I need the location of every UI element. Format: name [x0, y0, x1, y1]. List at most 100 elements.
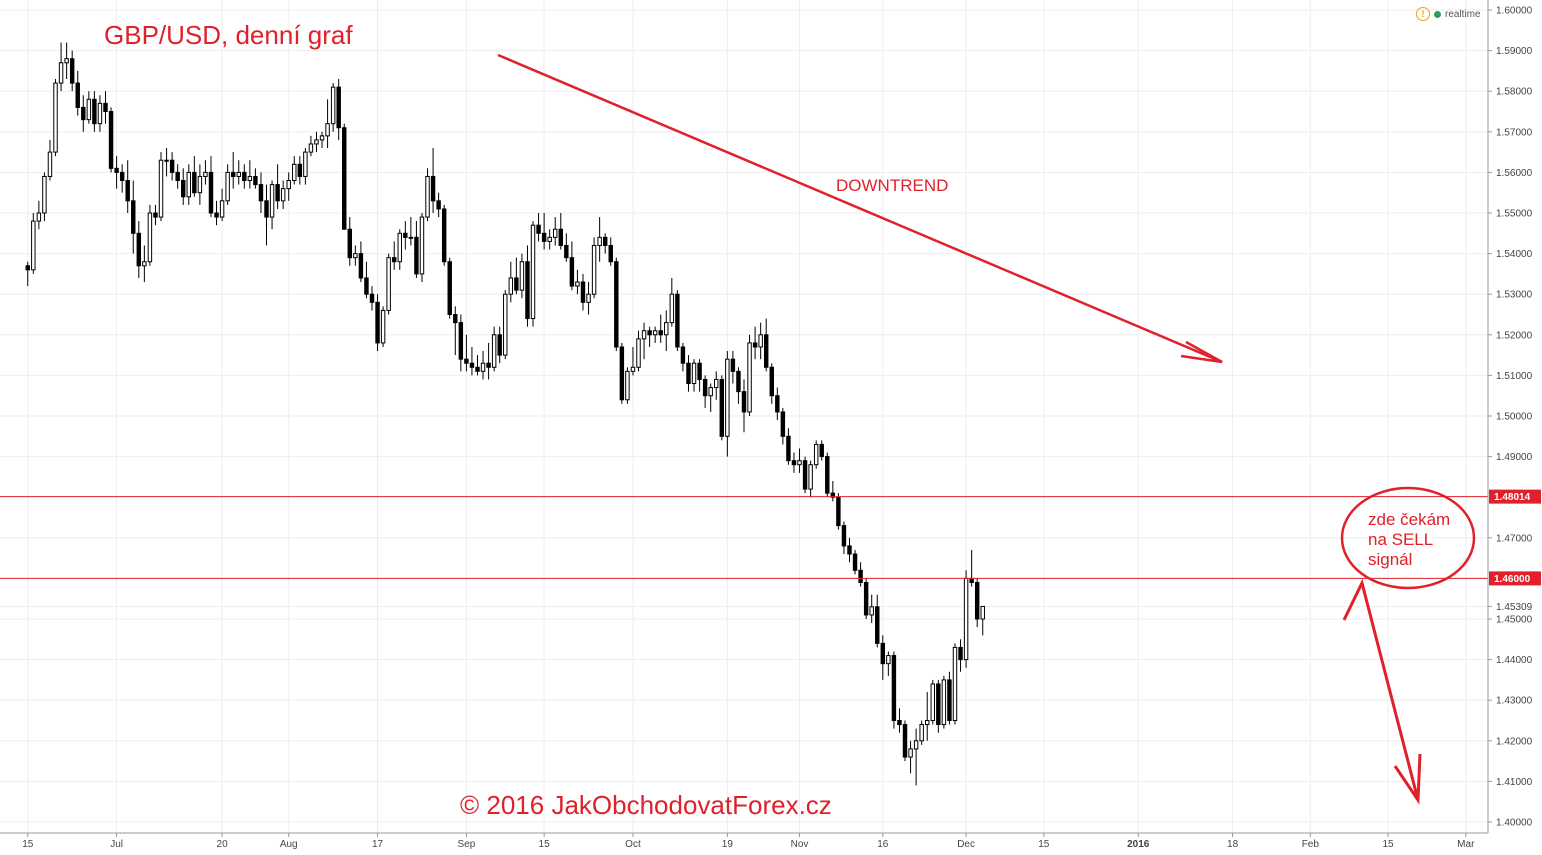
candle-bull: [325, 123, 330, 137]
candle-bear: [697, 362, 702, 380]
candle-bull: [869, 606, 874, 616]
candle-bull: [319, 135, 325, 141]
candle-bear: [819, 443, 824, 458]
candle-bear: [602, 236, 608, 246]
candle-bear: [297, 163, 303, 177]
downtrend-label: DOWNTREND: [836, 176, 949, 195]
candle-bear: [702, 378, 708, 397]
candle-bear: [791, 460, 797, 466]
candle-bear: [108, 111, 114, 169]
candle-bear: [125, 180, 130, 202]
candle-bear: [902, 724, 908, 758]
candle-bull: [908, 748, 913, 758]
candle-bear: [974, 581, 980, 620]
candle-bear: [947, 679, 952, 722]
candle-bear: [486, 362, 491, 368]
candle-bull: [308, 143, 314, 153]
candle-bear: [497, 334, 502, 356]
candle-bear: [580, 281, 586, 303]
candle-bear: [230, 171, 236, 177]
candle-bear: [364, 277, 369, 295]
candle-bull: [269, 184, 275, 218]
horizontal-levels: 1.48014 1.46000: [0, 489, 1541, 586]
candle-bull: [386, 257, 391, 311]
candle-bull: [930, 683, 935, 722]
x-tick-label: 17: [372, 839, 384, 850]
realtime-indicator[interactable]: ! realtime: [1416, 5, 1481, 23]
time-axis: 15 Jul 20 Aug 17 Sep 15 Oct 19 Nov 16 Dec 15 2016 18 Fe…: [22, 833, 1475, 850]
level-price-tag: [1489, 489, 1541, 504]
candle-bull: [491, 334, 497, 368]
candle-bull: [925, 720, 930, 726]
candle-bear: [214, 212, 219, 218]
candles: [25, 42, 985, 786]
x-tick-label: 20: [217, 839, 229, 850]
candle-bear: [514, 277, 519, 291]
candle-bear: [647, 330, 652, 336]
candle-bear: [825, 456, 830, 494]
x-tick-label: Sep: [457, 839, 475, 850]
note-circle: [1340, 486, 1476, 590]
y-tick-label: 1.53000: [1496, 290, 1533, 301]
candle-bull: [797, 460, 802, 466]
candle-bear: [569, 257, 575, 287]
x-tick-label: Dec: [957, 839, 975, 850]
candle-bear: [192, 171, 197, 194]
candle-bull: [747, 342, 752, 413]
candle-bull: [575, 281, 580, 287]
candle-bear: [730, 358, 736, 372]
candle-bull: [813, 443, 819, 466]
candle-bear: [858, 569, 863, 583]
y-tick-label: 1.41000: [1496, 777, 1533, 788]
y-tick-label: 1.43000: [1496, 696, 1533, 707]
candle-bear: [958, 646, 963, 661]
chart-title: GBP/USD, denní graf: [104, 20, 353, 50]
candle-bull: [58, 62, 64, 84]
candle-bull: [586, 293, 591, 303]
candle-bear: [619, 346, 625, 401]
y-tick-label: 1.45309: [1496, 602, 1533, 613]
downtrend-arrowhead: [1180, 340, 1223, 364]
candle-bear: [375, 301, 380, 344]
candle-bear: [414, 236, 419, 275]
candle-bear: [536, 224, 541, 234]
candle-bear: [736, 370, 741, 393]
candle-bear: [153, 212, 158, 218]
candle-bear: [447, 261, 452, 315]
candle-bull: [53, 82, 58, 153]
candle-bull: [636, 338, 641, 368]
candle-bull: [64, 58, 69, 64]
candle-bear: [208, 171, 214, 214]
candle-bull: [292, 163, 297, 182]
price-axis: 1.60000 1.59000 1.58000 1.57000 1.56000 1.550…: [1488, 6, 1533, 829]
candle-bull: [186, 171, 191, 198]
candle-bear: [169, 159, 175, 173]
x-tick-label: 19: [722, 839, 734, 850]
candle-bull: [97, 102, 103, 125]
candle-bull: [480, 362, 486, 372]
candle-bull: [503, 293, 508, 356]
candle-bear: [25, 265, 30, 271]
candle-bear: [802, 460, 808, 490]
warning-icon[interactable]: !: [1416, 7, 1430, 21]
x-tick-label: Aug: [280, 839, 298, 850]
candle-bear: [786, 435, 791, 462]
x-tick-label: 15: [539, 839, 551, 850]
candle-bear: [752, 342, 758, 348]
candle-bear: [469, 362, 475, 368]
candle-bull: [913, 740, 919, 750]
candle-bull: [963, 577, 969, 661]
candle-bull: [408, 236, 414, 239]
candle-bear: [175, 171, 180, 182]
sell-arrow: [1342, 578, 1420, 801]
candle-bear: [763, 334, 769, 368]
x-tick-label: Nov: [791, 839, 809, 850]
candle-bear: [114, 167, 119, 173]
candle-bull: [314, 139, 319, 145]
level-price-tag: [1489, 571, 1541, 586]
y-tick-label: 1.58000: [1496, 87, 1533, 98]
candle-bear: [136, 232, 142, 267]
candle-bull: [47, 151, 53, 177]
candle-bear: [275, 184, 280, 202]
